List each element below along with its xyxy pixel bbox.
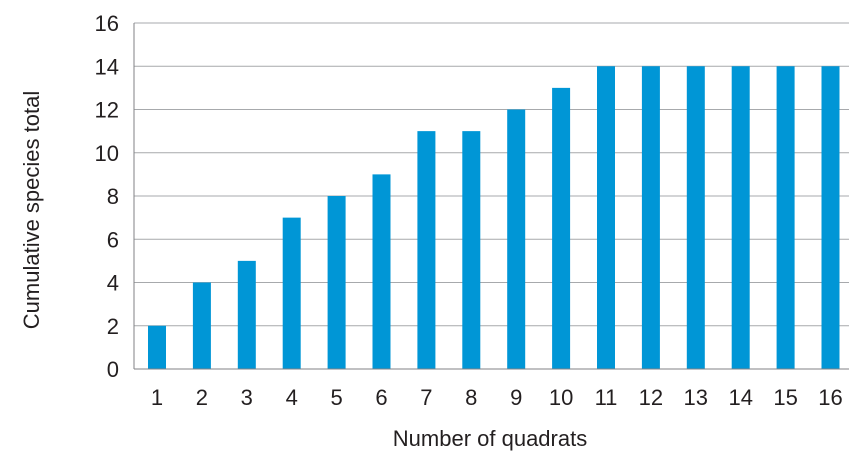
y-tick-label: 6 (107, 227, 119, 252)
bar (821, 66, 840, 369)
x-tick-label: 2 (196, 385, 208, 410)
x-tick-label: 5 (330, 385, 342, 410)
y-axis-label: Cumulative species total (19, 91, 44, 329)
bar (507, 109, 526, 369)
bar (237, 260, 256, 369)
bar (462, 131, 481, 369)
y-tick-label: 8 (107, 184, 119, 209)
x-tick-label: 14 (728, 385, 752, 410)
x-tick-label: 13 (684, 385, 708, 410)
x-tick-label: 7 (420, 385, 432, 410)
bar (552, 87, 571, 369)
bar (282, 217, 301, 369)
bar (417, 131, 436, 369)
x-tick-label: 15 (773, 385, 797, 410)
y-tick-label: 14 (95, 54, 119, 79)
bar (372, 174, 391, 369)
y-tick-label: 10 (95, 141, 119, 166)
x-tick-label: 1 (151, 385, 163, 410)
y-tick-label: 12 (95, 98, 119, 123)
bar (192, 282, 211, 369)
y-tick-labels: 0 2 4 6 8 10 12 14 16 (95, 11, 119, 382)
x-tick-label: 4 (286, 385, 298, 410)
bar (327, 196, 346, 369)
bar (597, 66, 615, 369)
axes (133, 23, 849, 370)
x-tick-label: 11 (595, 385, 618, 410)
x-tick-label: 10 (549, 385, 573, 410)
bar (776, 66, 795, 369)
bar (686, 66, 705, 369)
y-tick-label: 16 (95, 11, 119, 36)
y-tick-label: 2 (107, 314, 119, 339)
bars (148, 66, 840, 369)
x-tick-label: 3 (241, 385, 253, 410)
x-tick-label: 12 (639, 385, 663, 410)
y-tick-label: 0 (107, 357, 119, 382)
bar (641, 66, 660, 369)
bar (731, 66, 750, 369)
x-tick-labels: 1 2 3 4 5 6 7 8 9 10 11 12 13 14 15 16 (151, 385, 843, 410)
x-tick-label: 16 (818, 385, 842, 410)
bar (148, 325, 166, 369)
x-axis-label: Number of quadrats (393, 426, 587, 451)
x-tick-label: 8 (465, 385, 477, 410)
x-tick-label: 9 (510, 385, 522, 410)
y-tick-label: 4 (107, 271, 119, 296)
x-tick-label: 6 (375, 385, 387, 410)
